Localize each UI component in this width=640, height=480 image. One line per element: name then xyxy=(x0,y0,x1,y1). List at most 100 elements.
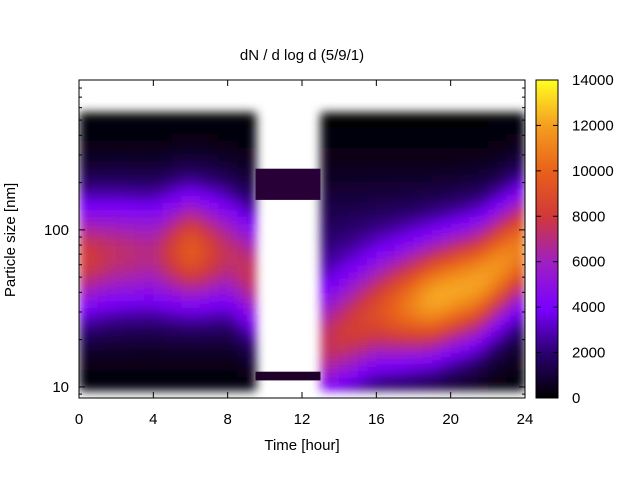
heatmap-cell xyxy=(460,174,470,183)
heatmap-cell xyxy=(134,348,145,357)
heatmap-cell xyxy=(134,383,145,392)
heatmap-cell xyxy=(385,188,396,197)
heatmap-cell xyxy=(116,112,127,120)
heatmap-cell xyxy=(79,244,89,252)
heatmap-cell xyxy=(106,195,117,204)
heatmap-cell xyxy=(432,223,442,232)
heatmap-cell xyxy=(515,376,525,385)
heatmap-cell xyxy=(450,126,461,134)
heatmap-smooth xyxy=(79,112,525,392)
heatmap-cell xyxy=(376,258,387,266)
heatmap-cell xyxy=(339,174,350,183)
heatmap-cell xyxy=(432,140,442,148)
heatmap-cell xyxy=(432,161,442,169)
heatmap-cell xyxy=(432,279,442,287)
heatmap-cell xyxy=(394,320,405,329)
heatmap-cell xyxy=(190,133,201,141)
heatmap-cell xyxy=(320,126,331,134)
heatmap-cell xyxy=(329,369,340,378)
heatmap-cell xyxy=(357,174,368,183)
heatmap-cell xyxy=(376,237,387,246)
heatmap-cell xyxy=(413,112,424,120)
heatmap-cell xyxy=(134,313,145,322)
heatmap-cell xyxy=(116,355,127,364)
heatmap-cell xyxy=(227,279,238,287)
heatmap-cell xyxy=(79,209,89,218)
heatmap-cell xyxy=(394,174,405,183)
heatmap-cell xyxy=(181,154,192,162)
heatmap-cell xyxy=(469,286,480,294)
heatmap-cell xyxy=(246,383,257,392)
heatmap-cell xyxy=(460,168,470,176)
heatmap-cell xyxy=(106,237,117,246)
heatmap-cell xyxy=(134,223,145,232)
heatmap-cell xyxy=(237,140,247,148)
heatmap-cell xyxy=(441,133,452,141)
heatmap-cell xyxy=(171,223,182,232)
heatmap-cell xyxy=(478,327,489,336)
heatmap-cell xyxy=(106,320,117,329)
heatmap-cell xyxy=(339,154,350,162)
heatmap-cell xyxy=(487,355,498,364)
heatmap-cell xyxy=(394,307,405,315)
heatmap-cell xyxy=(515,355,525,364)
heatmap-cell xyxy=(88,216,99,225)
heatmap-cell xyxy=(162,168,173,176)
heatmap-cell xyxy=(404,258,415,266)
heatmap-cell xyxy=(478,279,489,287)
heatmap-cell xyxy=(394,383,405,392)
heatmap-cell xyxy=(79,327,89,336)
heatmap-cell xyxy=(97,362,108,371)
heatmap-cell xyxy=(144,223,154,232)
heatmap-cell xyxy=(357,126,368,134)
heatmap-cell xyxy=(441,147,452,155)
heatmap-cell xyxy=(237,202,247,211)
heatmap-cell xyxy=(246,140,257,148)
heatmap-cell xyxy=(422,244,433,252)
heatmap-cell xyxy=(106,369,117,378)
heatmap-cell xyxy=(171,369,182,378)
heatmap-cell xyxy=(218,383,229,392)
heatmap-cell xyxy=(144,161,154,169)
heatmap-cell xyxy=(450,188,461,197)
heatmap-cell xyxy=(357,313,368,322)
heatmap-cell xyxy=(367,237,377,246)
heatmap-cell xyxy=(450,286,461,294)
heatmap-cell xyxy=(339,341,350,350)
heatmap-cell xyxy=(218,265,229,273)
heatmap-cell xyxy=(348,327,359,336)
heatmap-cell xyxy=(190,188,201,197)
heatmap-cell xyxy=(404,355,415,364)
heatmap-cell xyxy=(404,307,415,315)
heatmap-cell xyxy=(367,313,377,322)
heatmap-cell xyxy=(478,334,489,343)
heatmap-cell xyxy=(209,279,219,287)
heatmap-cell xyxy=(376,313,387,322)
heatmap-cell xyxy=(153,119,164,127)
heatmap-cell xyxy=(450,279,461,287)
heatmap-cell xyxy=(190,307,201,315)
heatmap-cell xyxy=(339,237,350,246)
heatmap-cell xyxy=(246,313,257,322)
heatmap-cell xyxy=(116,300,127,308)
heatmap-cell xyxy=(357,279,368,287)
heatmap-cell xyxy=(209,327,219,336)
heatmap-cell xyxy=(153,230,164,239)
heatmap-cell xyxy=(246,244,257,252)
heatmap-cell xyxy=(79,279,89,287)
heatmap-cell xyxy=(394,230,405,239)
heatmap-cell xyxy=(339,320,350,329)
heatmap-cell xyxy=(144,307,154,315)
heatmap-cell xyxy=(134,133,145,141)
heatmap-cell xyxy=(134,209,145,218)
heatmap-cell xyxy=(469,300,480,308)
heatmap-cell xyxy=(385,133,396,141)
heatmap-cell xyxy=(209,244,219,252)
heatmap-cell xyxy=(181,279,192,287)
heatmap-cell xyxy=(171,293,182,301)
heatmap-cell xyxy=(385,376,396,385)
heatmap-cell xyxy=(320,286,331,294)
heatmap-cell xyxy=(153,133,164,141)
heatmap-cell xyxy=(190,369,201,378)
